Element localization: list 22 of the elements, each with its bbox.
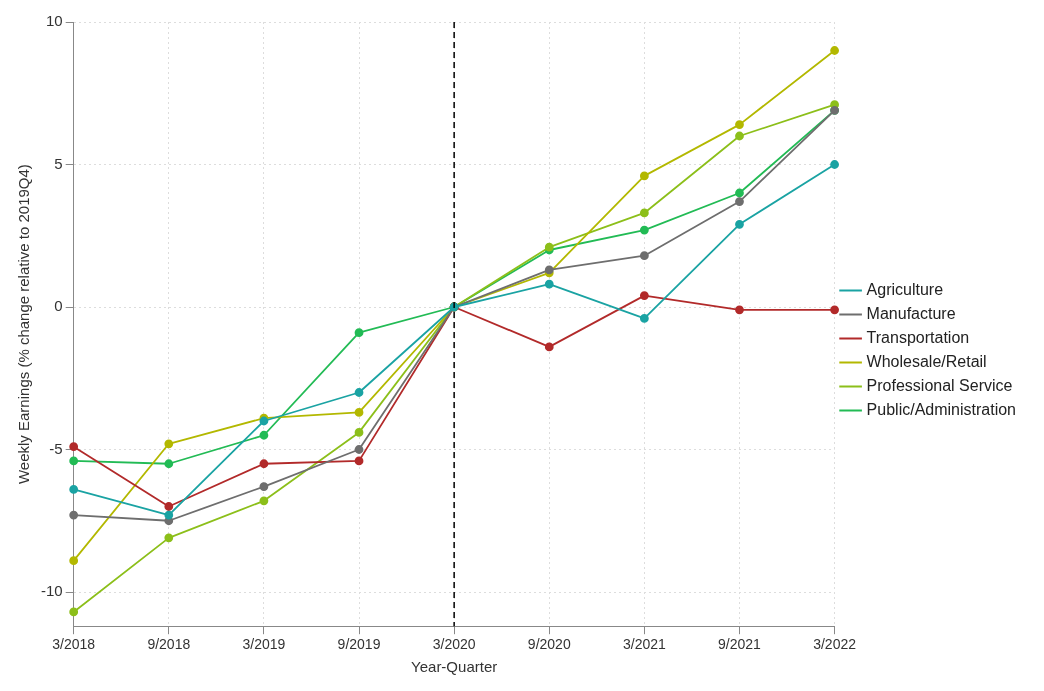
legend-label: Manufacture xyxy=(866,304,956,322)
legend-label: Agriculture xyxy=(866,280,944,298)
y-tick-label: 5 xyxy=(54,154,63,172)
x-tick-label: 9/2020 xyxy=(527,636,571,653)
x-tick-label: 3/2019 xyxy=(242,636,286,653)
y-tick-label: 10 xyxy=(45,12,63,30)
x-tick-label: 3/2018 xyxy=(52,636,96,653)
legend-label: Public/Administration xyxy=(866,400,1017,418)
y-tick-label: -10 xyxy=(40,582,63,600)
legend-label: Transportation xyxy=(866,328,970,346)
x-tick-label: 3/2020 xyxy=(432,636,476,653)
y-axis-title: Weekly Earnings (% change relative to 2019Q4) xyxy=(15,164,33,485)
x-tick-label: 3/2021 xyxy=(622,636,666,653)
x-axis-title: Year-Quarter xyxy=(411,658,498,676)
y-tick-label: -5 xyxy=(49,439,63,457)
x-tick-label: 9/2018 xyxy=(147,636,191,653)
legend-label: Wholesale/Retail xyxy=(866,352,987,370)
y-tick-label: 0 xyxy=(54,297,63,315)
x-tick-label: 9/2019 xyxy=(337,636,381,653)
x-tick-label: 9/2021 xyxy=(718,636,762,653)
x-tick-label: 3/2022 xyxy=(813,636,857,653)
legend-label: Professional Service xyxy=(866,376,1013,394)
